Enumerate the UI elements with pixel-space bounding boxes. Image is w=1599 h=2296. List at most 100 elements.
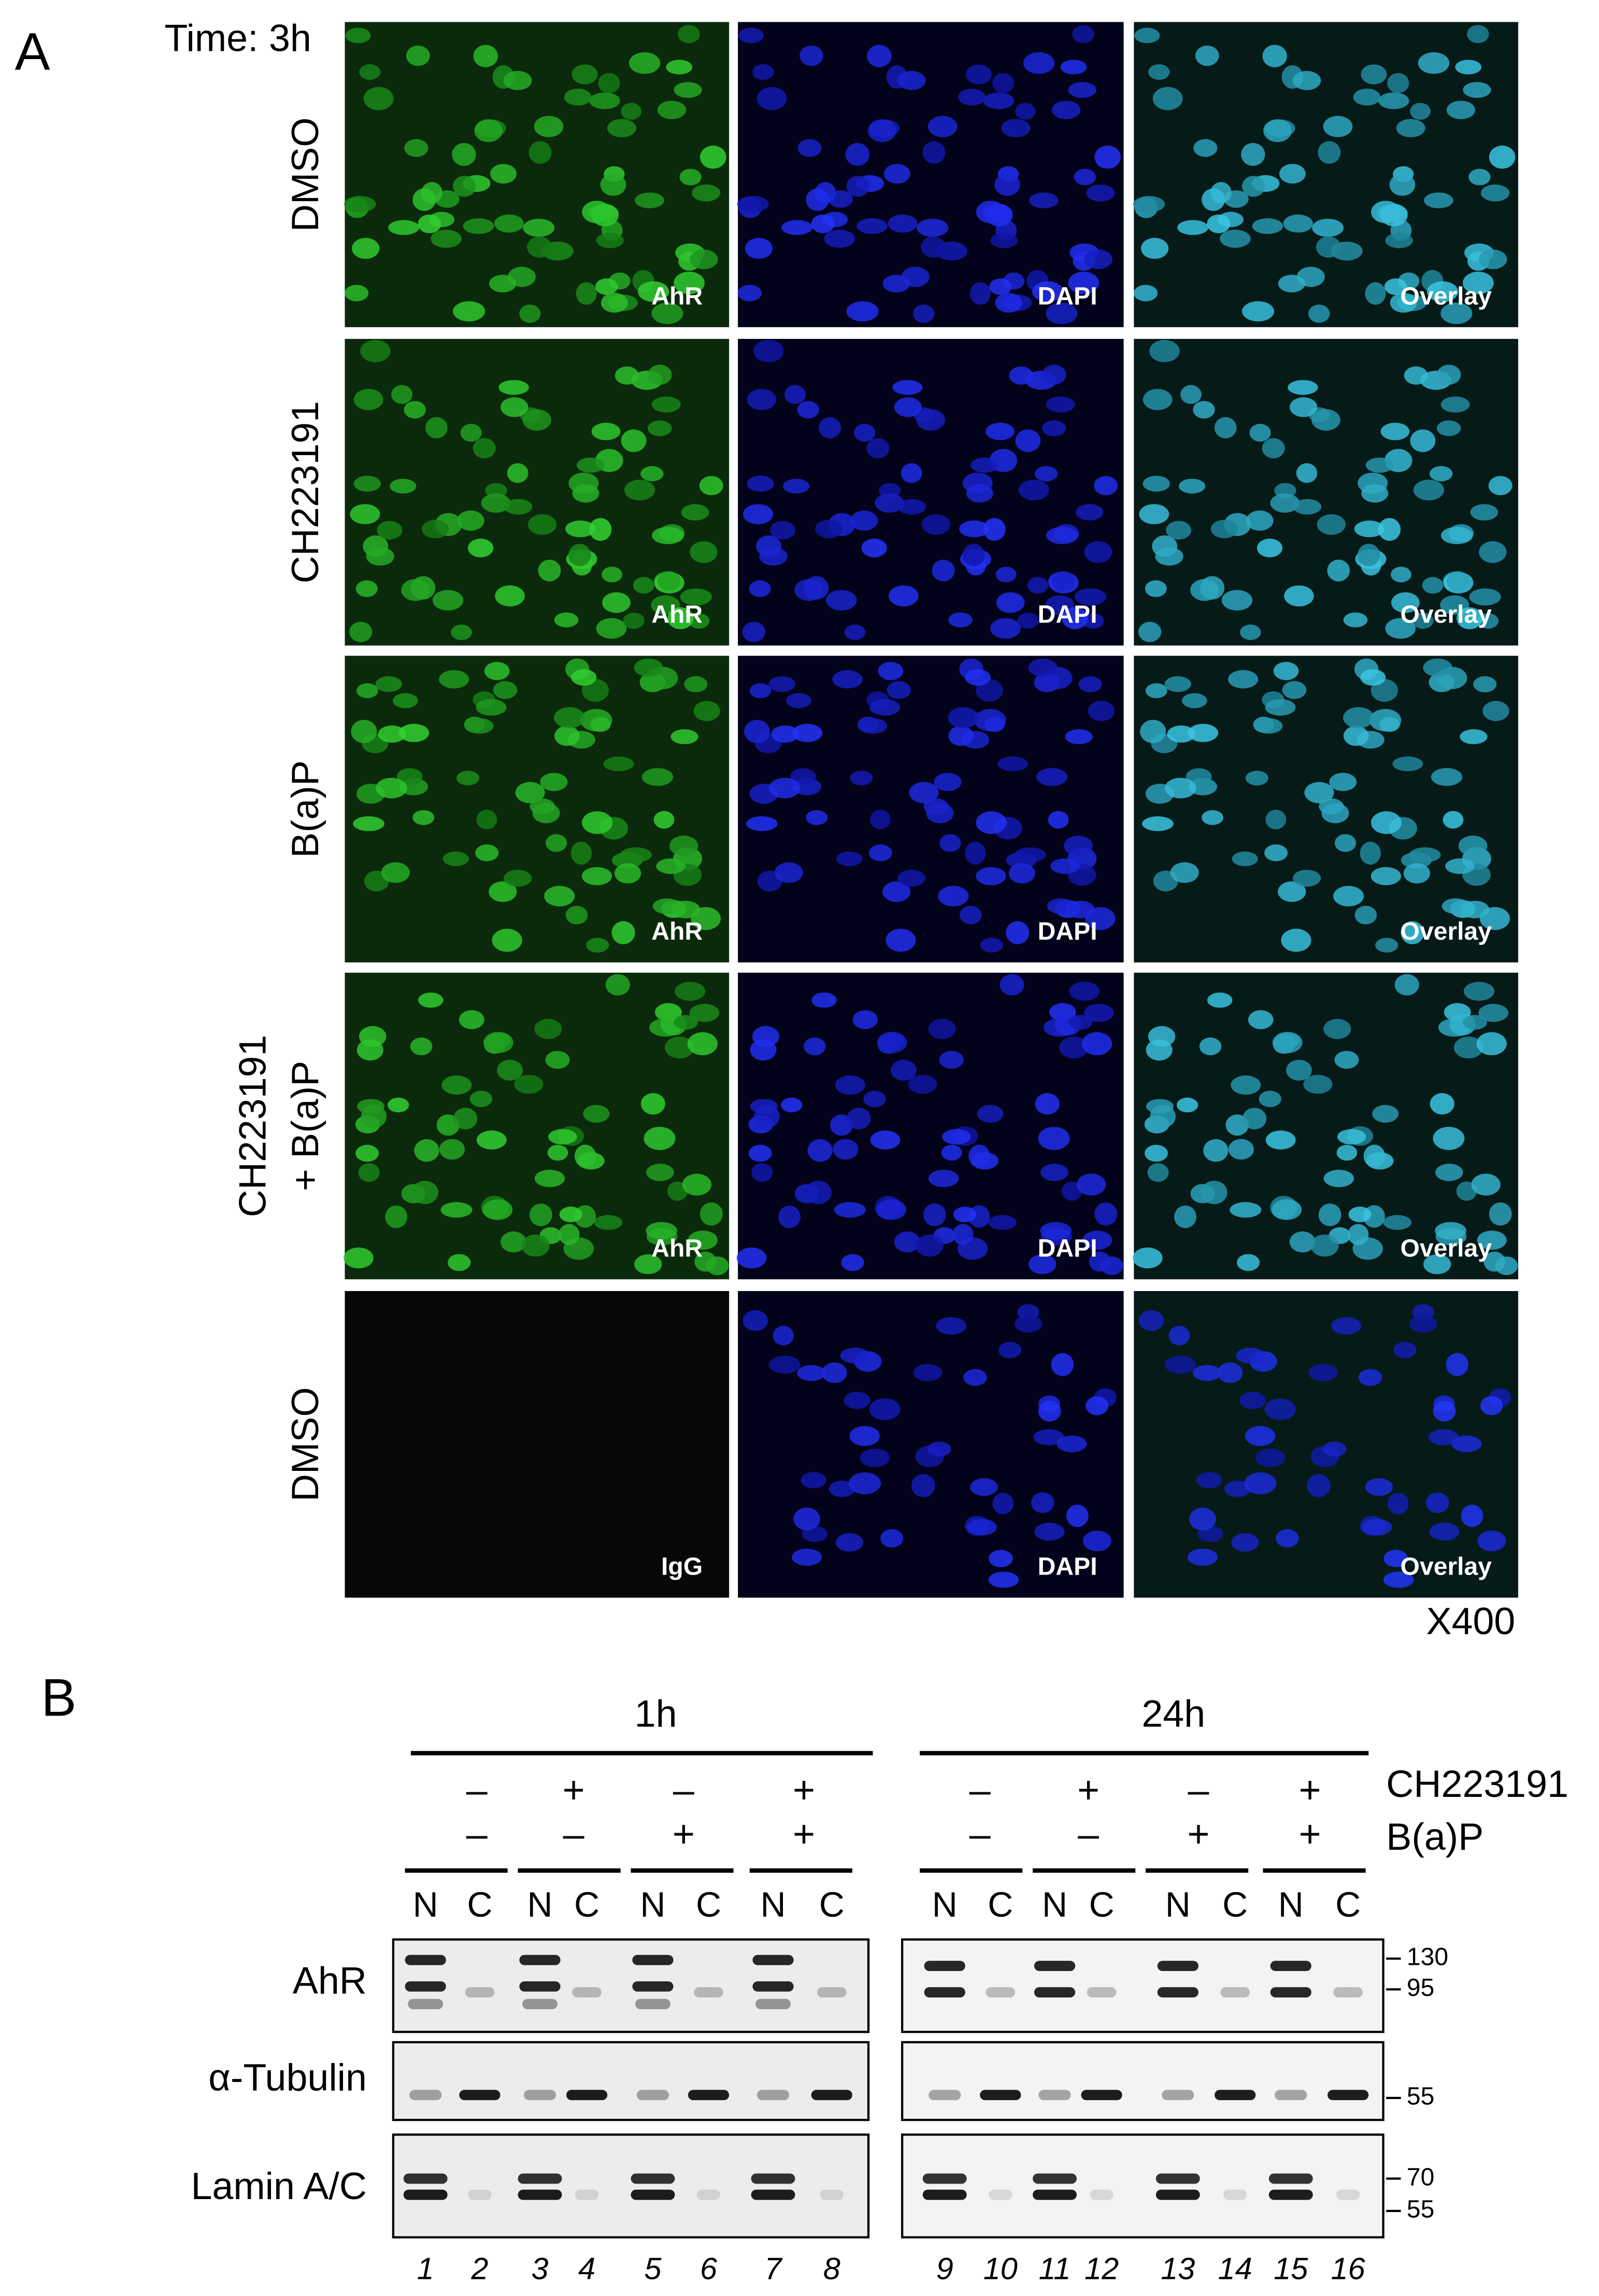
time-label: Time: 3h bbox=[164, 17, 311, 60]
nucleus bbox=[1463, 82, 1491, 98]
nucleus bbox=[1343, 707, 1374, 729]
nucleus bbox=[688, 1230, 718, 1250]
nucleus bbox=[498, 380, 529, 395]
nucleus bbox=[1303, 1074, 1333, 1094]
nucleus bbox=[349, 621, 373, 642]
nucleus bbox=[1203, 1139, 1229, 1162]
nucleus bbox=[669, 835, 698, 856]
nucleus bbox=[1281, 928, 1311, 952]
nucleus bbox=[1186, 768, 1212, 786]
nucleus bbox=[484, 661, 510, 681]
lane-number: 7 bbox=[765, 2251, 783, 2286]
nucleus bbox=[504, 870, 532, 887]
nucleus bbox=[642, 768, 674, 786]
fraction-label: N bbox=[640, 1886, 665, 1924]
nucleus bbox=[1389, 173, 1416, 196]
channel-label: AhR bbox=[651, 282, 703, 310]
nucleus bbox=[1410, 103, 1431, 120]
nucleus bbox=[1383, 1550, 1408, 1567]
nucleus bbox=[1412, 612, 1434, 629]
band bbox=[468, 2189, 492, 2200]
nucleus bbox=[771, 725, 799, 743]
nucleus bbox=[1335, 834, 1357, 852]
nucleus bbox=[1323, 1169, 1354, 1187]
band bbox=[409, 2090, 442, 2101]
nucleus bbox=[928, 1169, 959, 1187]
nucleus bbox=[1014, 847, 1046, 862]
nucleus bbox=[640, 1093, 665, 1115]
nucleus bbox=[390, 478, 417, 494]
band bbox=[924, 1987, 965, 1997]
nucleus bbox=[846, 176, 869, 197]
treatment-sign: + bbox=[1299, 1812, 1321, 1855]
nucleus bbox=[1278, 881, 1306, 902]
nucleus bbox=[675, 982, 706, 1001]
marker-label: 70 bbox=[1407, 2163, 1435, 2191]
nucleus bbox=[1000, 974, 1024, 996]
band bbox=[522, 1999, 558, 2009]
nucleus bbox=[644, 1127, 676, 1150]
nucleus bbox=[1228, 1139, 1254, 1160]
band bbox=[405, 1954, 446, 1965]
nucleus bbox=[869, 1398, 901, 1420]
treatment-sign: – bbox=[673, 1768, 694, 1811]
nucleus bbox=[749, 683, 772, 699]
nucleus bbox=[615, 366, 639, 385]
nucleus bbox=[846, 301, 879, 322]
nucleus bbox=[744, 719, 770, 743]
channel-label: Overlay bbox=[1401, 1553, 1492, 1581]
nucleus bbox=[607, 119, 636, 137]
nucleus bbox=[856, 218, 888, 234]
band bbox=[631, 2189, 675, 2200]
nucleus bbox=[790, 768, 816, 786]
marker-label: 130 bbox=[1407, 1943, 1448, 1971]
nucleus bbox=[534, 116, 564, 137]
nucleus bbox=[345, 27, 371, 44]
nucleus bbox=[473, 438, 496, 459]
band bbox=[756, 2090, 790, 2101]
nucleus bbox=[666, 60, 693, 75]
treatment-sign: + bbox=[1187, 1812, 1209, 1855]
nucleus bbox=[1270, 493, 1300, 513]
nucleus bbox=[793, 1507, 820, 1530]
nucleus bbox=[500, 1231, 526, 1253]
band bbox=[1268, 2189, 1313, 2200]
nucleus bbox=[1069, 982, 1100, 1001]
nucleus bbox=[806, 188, 830, 211]
nucleus bbox=[355, 1144, 379, 1162]
nucleus bbox=[1164, 676, 1191, 692]
image-background bbox=[345, 1291, 730, 1598]
nucleus bbox=[532, 803, 560, 824]
nucleus bbox=[482, 1199, 513, 1221]
nucleus bbox=[1379, 717, 1400, 732]
nucleus bbox=[1286, 1059, 1312, 1081]
nucleus bbox=[844, 1392, 870, 1409]
nucleus bbox=[481, 493, 511, 513]
nucleus bbox=[1035, 466, 1058, 481]
band bbox=[566, 2090, 608, 2101]
band bbox=[403, 2173, 448, 2184]
nucleus bbox=[911, 1473, 935, 1497]
channel-label: Overlay bbox=[1401, 601, 1492, 629]
band bbox=[631, 2173, 675, 2184]
nucleus bbox=[476, 1130, 507, 1150]
nucleus bbox=[1265, 1130, 1296, 1150]
nucleus bbox=[355, 580, 378, 597]
nucleus bbox=[1009, 366, 1033, 385]
nucleus bbox=[1094, 1202, 1118, 1226]
band bbox=[1033, 2189, 1077, 2200]
nucleus bbox=[1483, 1251, 1506, 1272]
nucleus bbox=[1380, 422, 1410, 441]
nucleus bbox=[1145, 1144, 1168, 1162]
blot-frame bbox=[901, 1938, 1384, 2033]
nucleus bbox=[773, 1325, 794, 1345]
nucleus bbox=[1138, 621, 1162, 642]
blot-frame bbox=[901, 2133, 1384, 2238]
nucleus bbox=[1461, 1505, 1483, 1527]
lane-number: 12 bbox=[1084, 2251, 1119, 2286]
nucleus bbox=[1462, 1015, 1487, 1030]
nucleus bbox=[850, 770, 873, 786]
nucleus bbox=[948, 726, 974, 746]
nucleus bbox=[1042, 364, 1066, 385]
band bbox=[922, 2189, 967, 2200]
